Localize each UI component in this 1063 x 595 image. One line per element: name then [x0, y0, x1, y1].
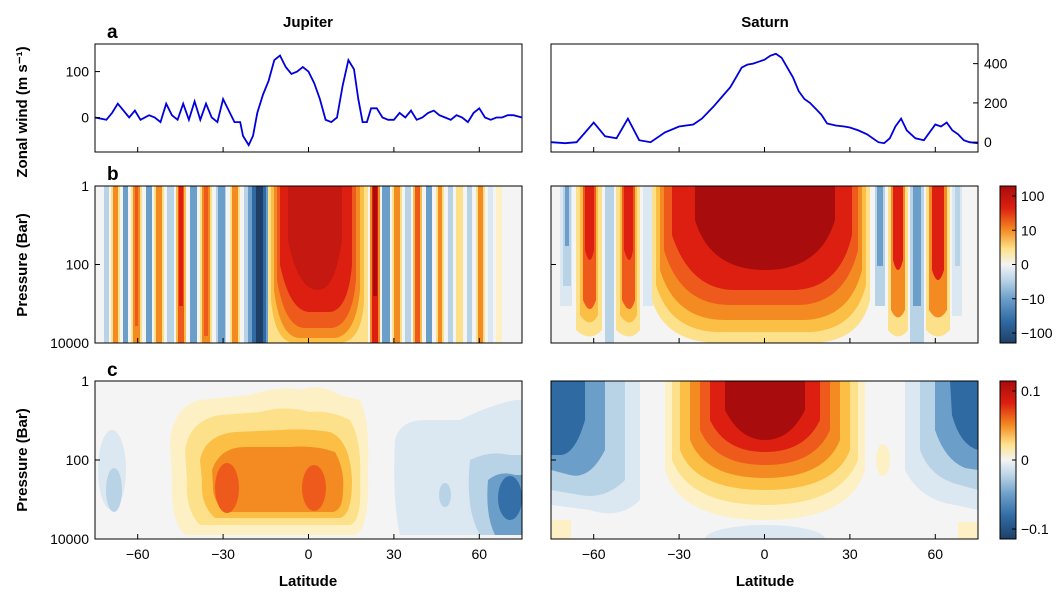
- ytick-label: 400: [984, 56, 1008, 72]
- panel-a-jupiter: 0 100: [66, 43, 523, 153]
- colorbar-tick-label: 0: [1021, 452, 1029, 468]
- ytick-label: 0: [984, 134, 992, 150]
- colorbar-tick-label: −0.1: [1021, 521, 1049, 537]
- panel-a-saturn: 0 200 400: [550, 43, 1008, 153]
- colorbar-tick-label: 0: [1021, 257, 1029, 273]
- ylabel-a: Zonal wind (m s⁻¹): [14, 46, 31, 177]
- xlabel-saturn: Latitude: [736, 573, 794, 590]
- panel-letter-c: c: [107, 360, 118, 381]
- ytick-label: 1: [81, 373, 89, 389]
- zonal-wind-line-saturn: [550, 52, 979, 145]
- panel-letter-b: b: [107, 164, 119, 185]
- ytick-label: 10000: [50, 335, 89, 351]
- colorbar-c: 0.1 0 −0.1: [999, 380, 1049, 540]
- panel-c-jupiter: 1 100 10000 −60 −30 0 30 60: [50, 373, 523, 562]
- ytick-label: 0: [81, 110, 89, 126]
- xlabel-jupiter: Latitude: [279, 573, 337, 590]
- colorbar-tick-label: 100: [1021, 188, 1045, 204]
- colorbar-tick-label: 10: [1021, 222, 1037, 238]
- xtick-label: 30: [842, 546, 858, 562]
- ytick-label: 200: [984, 95, 1008, 111]
- xtick-label: 60: [472, 546, 488, 562]
- xtick-label: 0: [761, 546, 769, 562]
- colorbar-tick-label: 0.1: [1021, 383, 1041, 399]
- ytick-label: 100: [66, 64, 90, 80]
- xtick-label: −60: [126, 546, 150, 562]
- ytick-label: 100: [66, 452, 90, 468]
- xtick-label: 60: [928, 546, 944, 562]
- colorbar-tick-label: −10: [1021, 291, 1045, 307]
- xtick-label: 0: [305, 546, 313, 562]
- panel-b-saturn: [550, 185, 979, 344]
- xtick-label: −30: [211, 546, 235, 562]
- panel-letter-a: a: [107, 22, 118, 43]
- ytick-label: 10000: [50, 531, 89, 547]
- ytick-label: 1: [81, 178, 89, 194]
- title-saturn: Saturn: [741, 14, 789, 31]
- ytick-label: 100: [66, 257, 90, 273]
- xtick-label: −30: [667, 546, 691, 562]
- colorbar-tick-label: −100: [1021, 325, 1053, 341]
- panel-b-jupiter: 1 100 10000: [50, 178, 523, 351]
- xtick-label: −60: [582, 546, 606, 562]
- ylabel-b: Pressure (Bar): [14, 213, 31, 316]
- xtick-label: 30: [386, 546, 402, 562]
- panel-c-saturn: −60 −30 0 30 60: [550, 380, 979, 562]
- zonal-wind-line-jupiter: [94, 54, 523, 147]
- title-jupiter: Jupiter: [283, 14, 333, 31]
- ylabel-c: Pressure (Bar): [14, 408, 31, 511]
